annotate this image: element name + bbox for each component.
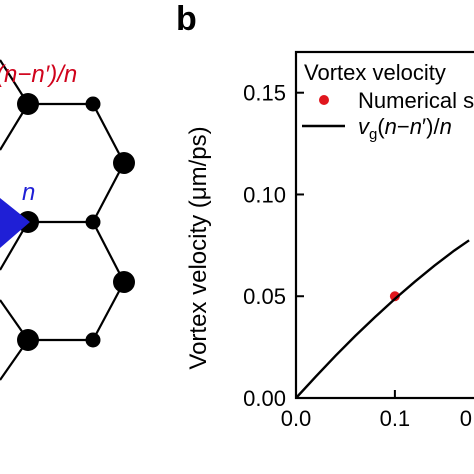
x-tick-label: 0.0 — [281, 406, 312, 431]
blue-arrow-head — [0, 198, 30, 248]
x-tick-label: 0.1 — [380, 406, 411, 431]
legend-label-numerical: Numerical s — [358, 88, 474, 113]
legend-title: Vortex velocity — [304, 60, 446, 85]
lattice-node-small — [85, 332, 101, 348]
lattice-node-large — [17, 93, 39, 115]
y-axis-label: Vortex velocity (μm/ps) — [185, 126, 212, 369]
data-point — [389, 291, 400, 302]
chart-axes — [294, 50, 474, 400]
chart-ticks: 0.000.050.100.150.0 0.1 0 — [243, 81, 472, 431]
blue-arrow — [0, 198, 30, 248]
chart-series — [295, 239, 470, 399]
lattice-node-large — [113, 271, 135, 293]
legend: Vortex velocity Numerical s vg(n−n′)/n — [302, 60, 474, 143]
legend-marker-dot — [319, 95, 329, 105]
y-tick-label: 0.15 — [243, 81, 286, 106]
y-tick-label: 0.05 — [243, 284, 286, 309]
chart-panel: b 0.000.050.100.150.0 0.1 0 Vortex velocit… — [176, 0, 474, 431]
x-tick-label: 0 — [460, 406, 472, 431]
plot-frame — [294, 50, 474, 400]
lattice-node-large — [17, 329, 39, 351]
lattice-nodes — [17, 93, 135, 351]
y-tick-label: 0.00 — [243, 386, 286, 411]
legend-label-analytic: vg(n−n′)/n — [358, 114, 452, 143]
lattice-edge — [92, 103, 125, 164]
red-flux-label: (n−n′)/n — [0, 61, 77, 88]
lattice-panel: (n−n′)/n n — [0, 59, 135, 381]
analytic-curve — [295, 239, 470, 399]
lattice-node-small — [85, 96, 101, 112]
panel-label: b — [176, 0, 197, 38]
lattice-edge — [92, 221, 125, 283]
blue-n-label: n — [22, 179, 35, 206]
lattice-node-small — [85, 214, 101, 230]
y-tick-label: 0.10 — [243, 182, 286, 207]
lattice-edge — [92, 162, 125, 223]
lattice-node-large — [113, 152, 135, 174]
